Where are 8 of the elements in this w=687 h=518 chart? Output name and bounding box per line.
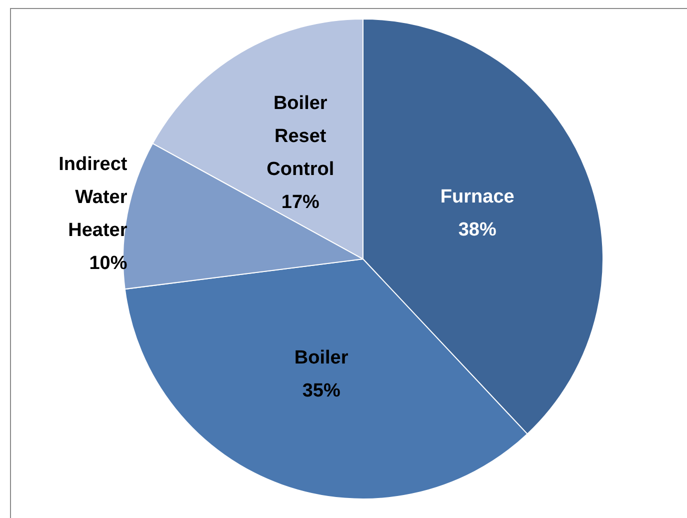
data-label: 35% bbox=[302, 380, 340, 402]
slice-label: Boiler Reset Control bbox=[266, 93, 334, 180]
data-label: 10% bbox=[89, 253, 128, 274]
data-label: 17% bbox=[281, 192, 320, 214]
data-label: 38% bbox=[458, 220, 496, 241]
slice-label: Boiler bbox=[294, 348, 349, 369]
slice-label: Furnace bbox=[440, 186, 514, 208]
slice-label: Indirect Water Heater bbox=[58, 154, 128, 242]
